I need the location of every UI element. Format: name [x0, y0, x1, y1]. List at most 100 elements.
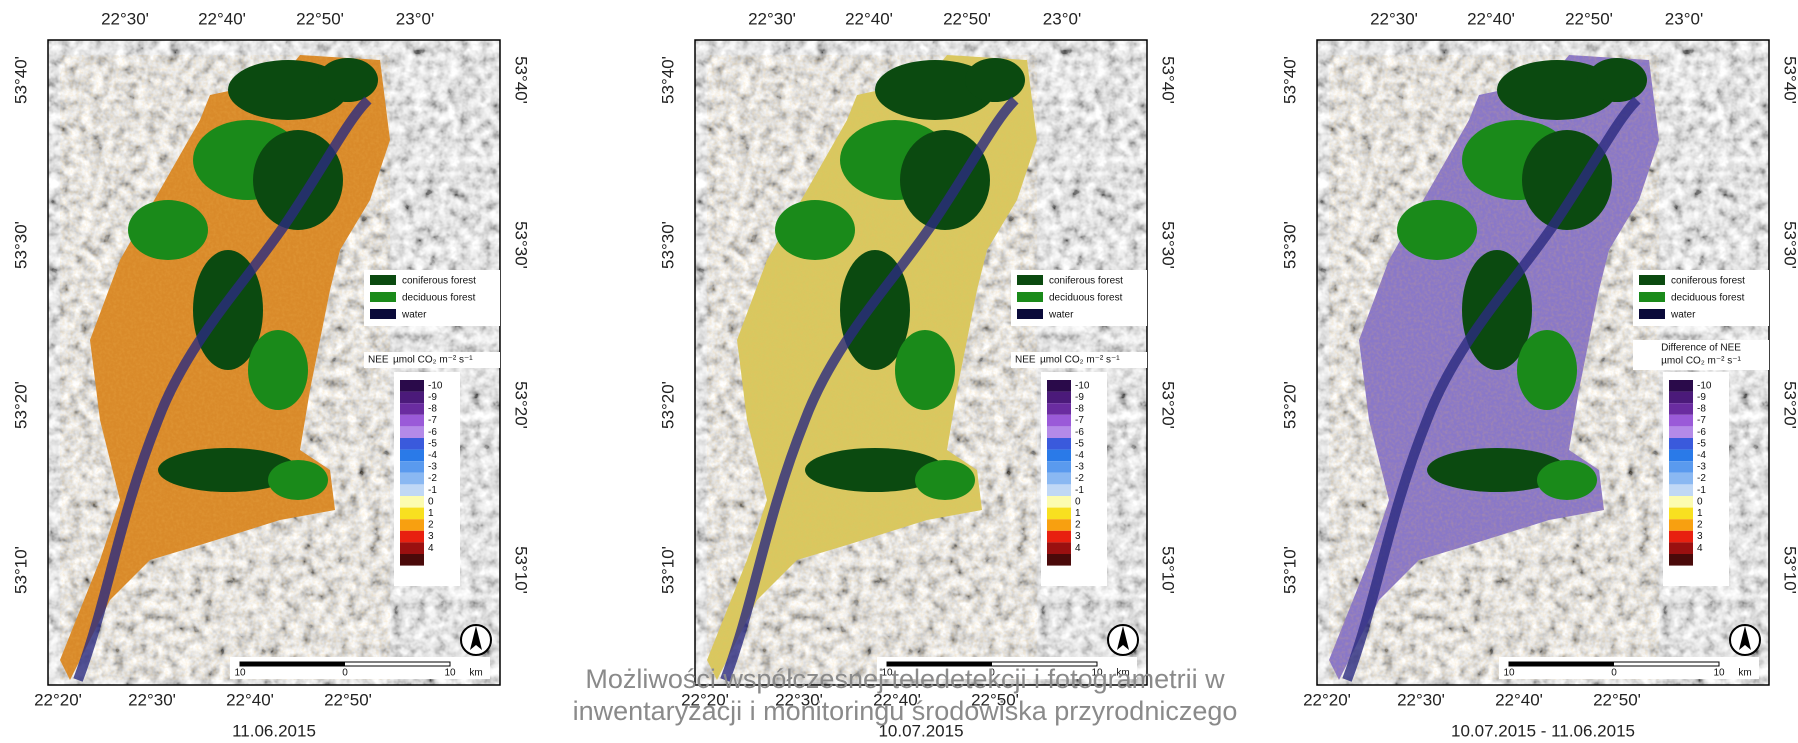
- color-label: -4: [1075, 450, 1084, 461]
- class-label: coniferous forest: [1671, 276, 1745, 287]
- color-label: -7: [1075, 415, 1084, 426]
- color-swatch: [1047, 542, 1071, 554]
- color-label: -3: [1697, 462, 1706, 473]
- color-label: -6: [428, 427, 437, 438]
- lon-label-top: 22°40': [198, 9, 246, 28]
- color-label: -1: [1075, 485, 1084, 496]
- color-swatch: [400, 403, 424, 415]
- color-label: -8: [428, 404, 437, 415]
- lon-label-bottom: 22°40': [1495, 690, 1543, 709]
- class-swatch: [1639, 292, 1665, 302]
- lon-label-bottom: 22°30': [1397, 690, 1445, 709]
- color-swatch: [1669, 450, 1693, 462]
- class-label: water: [1670, 310, 1696, 321]
- forest-patch: [1537, 460, 1597, 500]
- lon-label-top: 22°30': [101, 9, 149, 28]
- color-swatch: [1047, 426, 1071, 438]
- scale-label: 10: [1713, 668, 1725, 679]
- lat-label-right: 53°10': [1159, 546, 1178, 594]
- lat-label-left: 53°30': [658, 221, 677, 269]
- lon-label-bottom: 22°20': [1303, 690, 1351, 709]
- color-swatch: [1669, 531, 1693, 543]
- color-label: 2: [1697, 520, 1703, 531]
- class-swatch: [1639, 309, 1665, 319]
- lat-label-right: 53°20': [1159, 381, 1178, 429]
- forest-patch: [253, 130, 343, 230]
- color-label: -9: [428, 392, 437, 403]
- lon-label-top: 22°30': [1370, 9, 1418, 28]
- color-swatch: [1669, 403, 1693, 415]
- scale-label: 0: [1611, 668, 1617, 679]
- color-swatch: [400, 415, 424, 427]
- color-label: -9: [1697, 392, 1706, 403]
- color-label: 1: [1697, 508, 1703, 519]
- color-label: 4: [1697, 543, 1703, 554]
- color-label: -8: [1697, 404, 1706, 415]
- lat-label-right: 53°10': [512, 546, 531, 594]
- color-swatch: [1047, 380, 1071, 392]
- color-swatch: [1047, 461, 1071, 473]
- color-swatch: [1047, 415, 1071, 427]
- color-label: -10: [1075, 380, 1090, 391]
- scale-label: 10: [444, 668, 456, 679]
- color-swatch-end: [1669, 554, 1693, 566]
- color-label: -1: [1697, 485, 1706, 496]
- forest-patch: [895, 330, 955, 410]
- forest-patch: [1397, 200, 1477, 260]
- nee-unit: µmol CO₂ m⁻² s⁻¹: [1040, 355, 1120, 366]
- color-swatch: [1669, 426, 1693, 438]
- forest-patch: [1522, 130, 1612, 230]
- lon-label-top: 22°30': [748, 9, 796, 28]
- lat-label-right: 53°20': [1781, 381, 1798, 429]
- color-label: -3: [1075, 462, 1084, 473]
- color-label: -6: [1075, 427, 1084, 438]
- color-label: -10: [428, 380, 443, 391]
- color-label: 0: [428, 496, 434, 507]
- class-label: coniferous forest: [1049, 276, 1123, 287]
- lon-label-bottom: 22°40': [226, 690, 274, 709]
- color-label: -5: [1075, 438, 1084, 449]
- color-swatch: [1047, 496, 1071, 508]
- lat-label-right: 53°30': [1159, 221, 1178, 269]
- color-label: 2: [1075, 520, 1081, 531]
- color-swatch: [1669, 461, 1693, 473]
- color-swatch: [1669, 519, 1693, 531]
- class-label: water: [401, 310, 427, 321]
- lat-label-left: 53°20': [1280, 381, 1299, 429]
- lon-label-bottom: 22°50': [324, 690, 372, 709]
- class-label: coniferous forest: [402, 276, 476, 287]
- color-label: 1: [428, 508, 434, 519]
- page: 22°30' 22°40' 22°50' 23°0' 22°20' 22°30' 22°40…: [0, 0, 1798, 743]
- color-label: -3: [428, 462, 437, 473]
- class-swatch: [1017, 292, 1043, 302]
- color-swatch: [1047, 531, 1071, 543]
- lon-label-bottom: 22°30': [128, 690, 176, 709]
- scale-label: km: [1738, 668, 1751, 679]
- lat-label-left: 53°20': [11, 381, 30, 429]
- class-swatch: [370, 292, 396, 302]
- color-swatch: [1047, 438, 1071, 450]
- forest-patch: [318, 58, 378, 102]
- lat-label-right: 53°10': [1781, 546, 1798, 594]
- lon-label-top: 22°50': [1565, 9, 1613, 28]
- forest-patch: [1587, 58, 1647, 102]
- color-swatch: [400, 426, 424, 438]
- forest-patch: [1517, 330, 1577, 410]
- scale-label: 0: [342, 668, 348, 679]
- color-swatch: [1047, 450, 1071, 462]
- lon-label-top: 23°0': [1665, 9, 1703, 28]
- color-label: -8: [1075, 404, 1084, 415]
- lat-label-left: 53°10': [658, 546, 677, 594]
- color-swatch: [1669, 438, 1693, 450]
- color-swatch: [400, 519, 424, 531]
- color-swatch-end: [400, 554, 424, 566]
- color-label: -4: [1697, 450, 1706, 461]
- color-swatch: [1669, 484, 1693, 496]
- class-label: deciduous forest: [1049, 293, 1123, 304]
- color-label: -2: [428, 473, 437, 484]
- scale-label: 10: [1503, 668, 1515, 679]
- scale-label: 10: [234, 668, 246, 679]
- map-panel: 22°30'22°40'22°50'23°0'22°20'22°30'22°40…: [11, 9, 530, 740]
- color-label: 3: [1697, 531, 1703, 542]
- color-label: -6: [1697, 427, 1706, 438]
